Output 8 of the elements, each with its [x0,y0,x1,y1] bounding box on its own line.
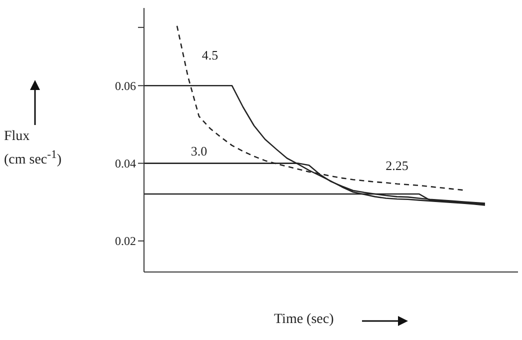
y-tick-label: 0.02 [115,234,136,248]
series-label: 3.0 [190,143,208,158]
series-label: 4.5 [202,48,218,63]
y-tick-label: 0.06 [115,78,136,93]
y-tick-label: 0.04 [115,156,136,171]
series-label: 2.25 [386,158,408,173]
y-axis-title: Flux (cm sec$^{-1}$) [4,128,62,170]
x-axis-title: Time (sec) [274,312,334,328]
